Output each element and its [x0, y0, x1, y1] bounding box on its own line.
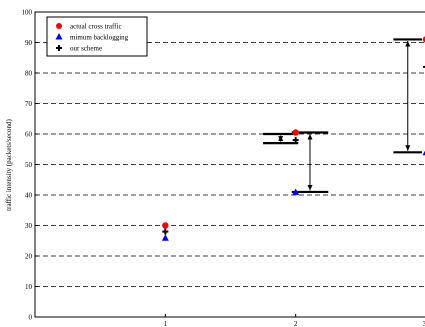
- point-actual-cross-traffic: [422, 36, 425, 43]
- point-our-scheme: [292, 137, 299, 144]
- legend: actual cross traffic mimum backlogging o…: [46, 16, 148, 57]
- legend-marker-mimum-backlogging: [55, 33, 63, 40]
- legend-marker-actual-cross-traffic: [56, 23, 62, 29]
- x-tick-label: 2: [294, 320, 298, 327]
- y-tick-label: 70: [25, 100, 33, 108]
- y-tick-label: 80: [25, 70, 33, 78]
- interval-marker: [393, 38, 423, 154]
- point-our-scheme: [423, 65, 425, 68]
- y-axis: 0 10 20 30 40 50 60 70 80 90 100: [22, 9, 38, 322]
- y-tick-label: 10: [25, 283, 33, 291]
- x-tick-label: 1: [164, 320, 168, 327]
- data-points: [161, 36, 425, 241]
- y-tick-label: 40: [25, 192, 33, 200]
- legend-label-our-scheme: our scheme: [70, 45, 102, 53]
- x-tick-label: 3: [423, 320, 425, 327]
- point-mimum-backlogging: [161, 234, 169, 241]
- legend-label-mimum-backlogging: mimum backlogging: [70, 34, 129, 42]
- y-tick-label: 100: [22, 9, 33, 17]
- point-actual-cross-traffic: [162, 222, 169, 229]
- legend-label-actual-cross-traffic: actual cross traffic: [70, 23, 122, 31]
- interval-marker: [263, 132, 299, 145]
- legend-marker-our-scheme: [56, 45, 62, 51]
- y-tick-label: 0: [29, 314, 33, 322]
- interval-marker: [291, 131, 329, 194]
- y-tick-label: 90: [25, 39, 33, 47]
- point-mimum-backlogging: [422, 150, 425, 156]
- point-our-scheme: [162, 228, 169, 235]
- y-tick-label: 20: [25, 253, 33, 261]
- y-tick-label: 50: [25, 161, 33, 169]
- y-axis-label: traffic intensity (packets/second): [5, 119, 13, 211]
- y-tick-label: 60: [25, 131, 33, 139]
- interval-markers: [263, 38, 423, 194]
- point-actual-cross-traffic: [292, 129, 299, 136]
- y-tick-label: 30: [25, 222, 33, 230]
- x-axis: 1 2 3: [164, 314, 425, 327]
- legend-box: [46, 16, 148, 57]
- point-mimum-backlogging: [292, 188, 300, 195]
